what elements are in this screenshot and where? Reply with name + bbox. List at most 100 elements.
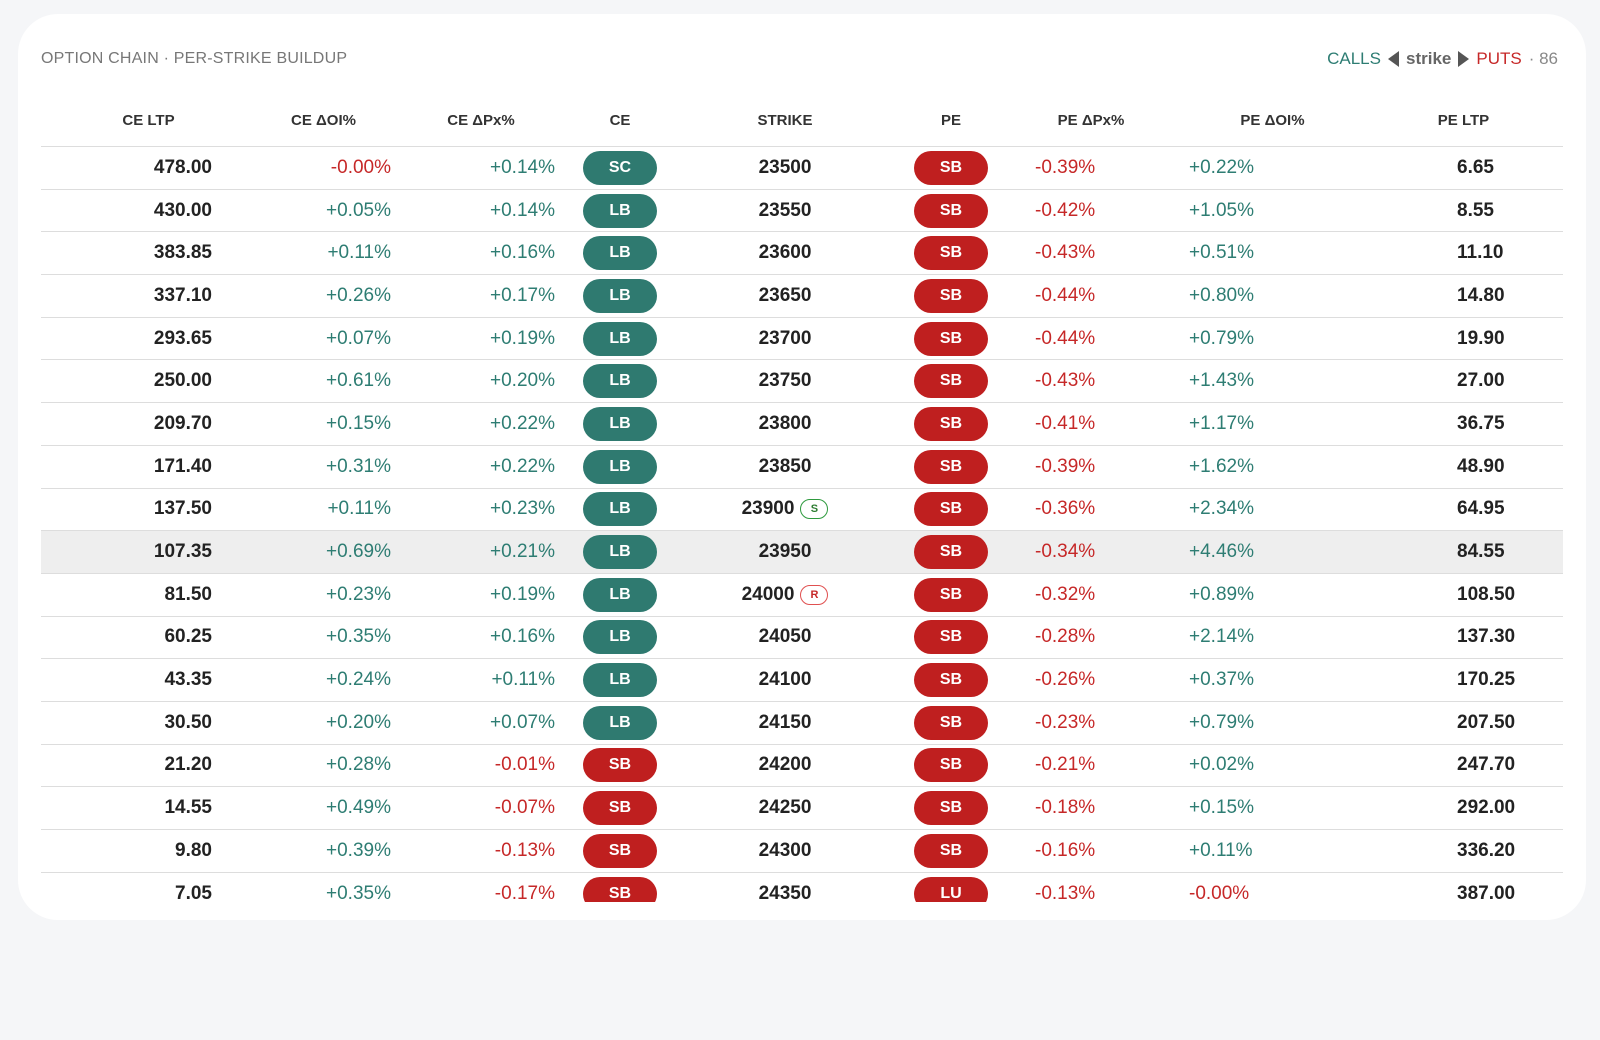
pe-buildup-badge: SB — [914, 492, 988, 527]
table-row[interactable]: 478.00 -0.00% +0.14% SC 23500 SB -0.39% +0.22% 6… — [41, 146, 1563, 190]
table-row[interactable]: 137.50 +0.11% +0.23% LB 23900 S SB -0.36% +2.34%… — [41, 488, 1563, 532]
strike-price: 23700 — [758, 327, 812, 349]
column-header: PE — [901, 94, 1001, 147]
pe-ltp: 137.30 — [1364, 616, 1563, 660]
ce-buildup-cell: SB — [571, 786, 669, 830]
strike-wrap: 23950 — [759, 541, 812, 562]
table-row[interactable]: 250.00 +0.61% +0.20% LB 23750 SB -0.43% +1.43% 2… — [41, 359, 1563, 404]
pe-dpx: -0.34% — [1001, 530, 1181, 574]
pe-dpx: -0.13% — [1001, 872, 1181, 902]
strike-wrap: 23600 — [759, 242, 812, 263]
ce-dpx: +0.11% — [391, 658, 571, 702]
pe-ltp: 247.70 — [1364, 744, 1563, 788]
ce-buildup-cell: SB — [571, 829, 669, 873]
pe-buildup-cell: SB — [901, 744, 1001, 788]
ce-doi: +0.26% — [256, 274, 391, 318]
pe-dpx: -0.16% — [1001, 829, 1181, 873]
ce-doi: +0.28% — [256, 744, 391, 788]
card-header: OPTION CHAIN · PER-STRIKE BUILDUP CALLS … — [41, 47, 1558, 71]
pe-buildup-cell: SB — [901, 274, 1001, 318]
table-body: 478.00 -0.00% +0.14% SC 23500 SB -0.39% +0.22% 6… — [41, 146, 1563, 902]
pe-buildup-badge: LU — [914, 876, 988, 902]
strike-wrap: 24300 — [759, 840, 812, 861]
ce-dpx: +0.17% — [391, 274, 571, 318]
pe-ltp: 64.95 — [1364, 488, 1563, 532]
ce-ltp: 107.35 — [41, 530, 256, 574]
ce-doi: +0.07% — [256, 317, 391, 361]
ce-buildup-badge: LB — [583, 663, 657, 698]
table-row[interactable]: 9.80 +0.39% -0.13% SB 24300 SB -0.16% +0.11% 336… — [41, 829, 1563, 873]
pe-buildup-badge: SB — [914, 705, 988, 740]
ce-dpx: +0.21% — [391, 530, 571, 574]
ce-doi: +0.11% — [256, 488, 391, 532]
table-row[interactable]: 107.35 +0.69% +0.21% LB 23950 SB -0.34% +4.46% 8… — [41, 530, 1563, 574]
table-row[interactable]: 383.85 +0.11% +0.16% LB 23600 SB -0.43% +0.51% 1… — [41, 231, 1563, 276]
strike-price: 23900 — [741, 498, 795, 520]
ce-doi: +0.15% — [256, 402, 391, 446]
pe-buildup-badge: SB — [914, 150, 988, 185]
pe-doi: +0.11% — [1181, 829, 1364, 873]
pe-buildup-cell: SB — [901, 658, 1001, 702]
ce-buildup-badge: SC — [583, 150, 657, 185]
ce-ltp: 430.00 — [41, 189, 256, 233]
pe-ltp: 170.25 — [1364, 658, 1563, 702]
table-scroll-area[interactable]: CE LTP CE ΔOI% CE ΔPx% CE STRIKE PE PE ΔPx% PE … — [41, 94, 1563, 902]
pe-ltp: 6.65 — [1364, 146, 1563, 190]
pe-doi: +1.05% — [1181, 189, 1364, 233]
legend-calls: CALLS — [1327, 49, 1381, 68]
ce-doi: +0.35% — [256, 872, 391, 902]
column-header: PE LTP — [1364, 94, 1563, 147]
strike-cell: 23600 — [669, 231, 901, 276]
table-row[interactable]: 14.55 +0.49% -0.07% SB 24250 SB -0.18% +0.15% 29… — [41, 786, 1563, 830]
strike-cell: 23950 — [669, 530, 901, 574]
table-row[interactable]: 60.25 +0.35% +0.16% LB 24050 SB -0.28% +2.14% 13… — [41, 616, 1563, 660]
ce-buildup-badge: LB — [583, 236, 657, 271]
pe-buildup-badge: SB — [914, 236, 988, 271]
pe-dpx: -0.44% — [1001, 274, 1181, 318]
pe-doi: +0.51% — [1181, 231, 1364, 276]
table-row[interactable]: 293.65 +0.07% +0.19% LB 23700 SB -0.44% +0.79% 1… — [41, 317, 1563, 361]
ce-dpx: +0.19% — [391, 317, 571, 361]
ce-dpx: -0.13% — [391, 829, 571, 873]
strike-cell: 24350 — [669, 872, 901, 902]
ce-dpx: +0.14% — [391, 146, 571, 190]
pe-dpx: -0.42% — [1001, 189, 1181, 233]
ce-buildup-cell: LB — [571, 616, 669, 660]
table-row[interactable]: 7.05 +0.35% -0.17% SB 24350 LU -0.13% -0.00% 387… — [41, 872, 1563, 902]
strike-price: 23950 — [758, 541, 812, 563]
legend: CALLS strike PUTS · 86 — [1327, 49, 1558, 69]
strike-wrap: 24350 — [759, 883, 812, 902]
strike-price: 23850 — [758, 455, 812, 477]
table-row[interactable]: 21.20 +0.28% -0.01% SB 24200 SB -0.21% +0.02% 24… — [41, 744, 1563, 788]
strike-cell: 23900 S — [669, 488, 901, 532]
table-row[interactable]: 43.35 +0.24% +0.11% LB 24100 SB -0.26% +0.37% 17… — [41, 658, 1563, 702]
strike-cell: 23800 — [669, 402, 901, 446]
table-row[interactable]: 430.00 +0.05% +0.14% LB 23550 SB -0.42% +1.05% 8… — [41, 189, 1563, 233]
pe-ltp: 207.50 — [1364, 701, 1563, 745]
ce-buildup-cell: LB — [571, 573, 669, 617]
ce-dpx: +0.23% — [391, 488, 571, 532]
ce-buildup-cell: LB — [571, 530, 669, 574]
pe-doi: +0.15% — [1181, 786, 1364, 830]
strike-wrap: 23850 — [759, 456, 812, 477]
ce-doi: +0.49% — [256, 786, 391, 830]
ce-buildup-badge: SB — [583, 833, 657, 868]
table-row[interactable]: 171.40 +0.31% +0.22% LB 23850 SB -0.39% +1.62% 4… — [41, 445, 1563, 489]
pe-ltp: 14.80 — [1364, 274, 1563, 318]
strike-wrap: 24150 — [759, 712, 812, 733]
strike-price: 24100 — [758, 669, 812, 691]
table-row[interactable]: 209.70 +0.15% +0.22% LB 23800 SB -0.41% +1.17% 3… — [41, 402, 1563, 446]
table-row[interactable]: 30.50 +0.20% +0.07% LB 24150 SB -0.23% +0.79% 20… — [41, 701, 1563, 745]
ce-doi: +0.61% — [256, 359, 391, 404]
pe-ltp: 48.90 — [1364, 445, 1563, 489]
pe-buildup-cell: SB — [901, 445, 1001, 489]
pe-buildup-cell: SB — [901, 189, 1001, 233]
ce-buildup-badge: SB — [583, 876, 657, 902]
pe-doi: +0.02% — [1181, 744, 1364, 788]
table-row[interactable]: 81.50 +0.23% +0.19% LB 24000 R SB -0.32% +0.89% 1… — [41, 573, 1563, 617]
table-row[interactable]: 337.10 +0.26% +0.17% LB 23650 SB -0.44% +0.80% 1… — [41, 274, 1563, 318]
strike-cell: 24000 R — [669, 573, 901, 617]
pe-buildup-badge: SB — [914, 663, 988, 698]
strike-wrap: 23650 — [759, 285, 812, 306]
strike-wrap: 24050 — [759, 626, 812, 647]
